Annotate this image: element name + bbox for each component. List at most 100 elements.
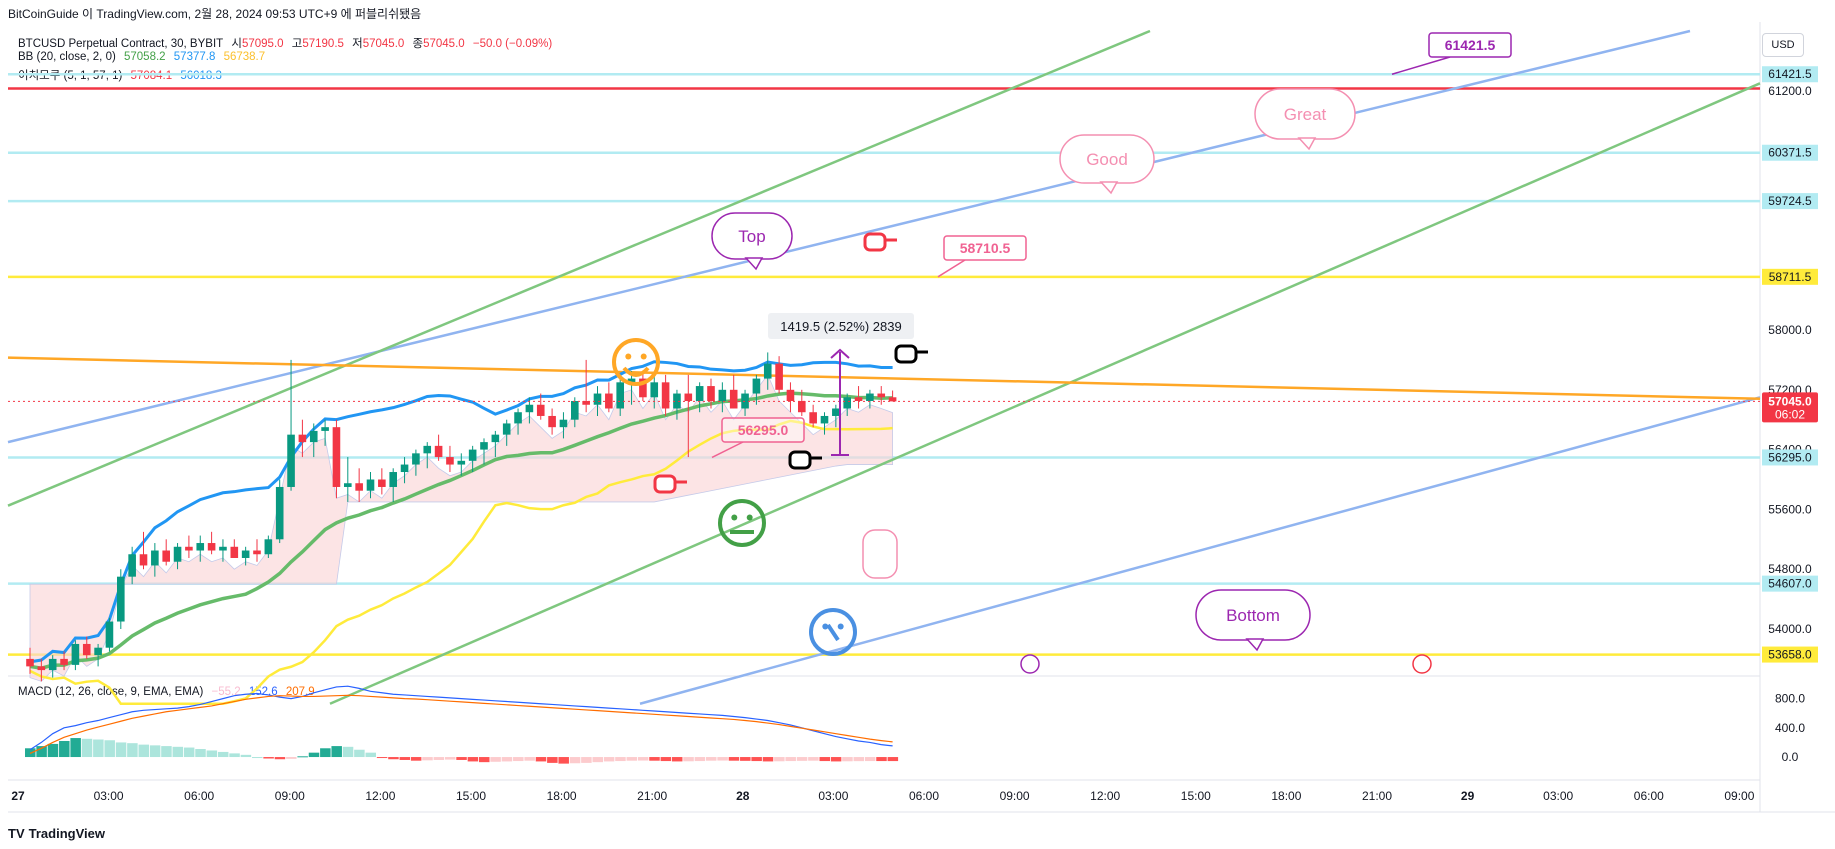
candle-body	[389, 472, 397, 487]
macd-histogram-bar	[127, 743, 138, 758]
speech-bubble-tail	[1297, 137, 1317, 151]
candle-body	[139, 554, 148, 566]
price-level-tag	[1762, 144, 1818, 161]
candle-body	[832, 408, 840, 416]
y-tick-label: 61200.0	[1768, 84, 1812, 98]
price-level-tag	[1762, 646, 1818, 663]
candle-body	[151, 550, 159, 566]
candle-body	[162, 550, 170, 562]
macd-histogram-bar	[388, 757, 399, 760]
macd-histogram-bar	[172, 746, 184, 758]
candle-body	[775, 363, 783, 390]
macd-histogram-bar	[183, 747, 195, 758]
measure-box	[768, 313, 914, 339]
x-tick-label: 28	[736, 789, 750, 803]
candle-body	[321, 427, 329, 431]
candle-body	[185, 546, 193, 551]
dizzy-face-icon-eye	[822, 623, 829, 630]
speech-bubble-text: Good	[1086, 150, 1128, 169]
candle-body	[173, 546, 182, 562]
price-level-tag-label: 60371.5	[1768, 146, 1812, 160]
y-tick-label: 54800.0	[1768, 562, 1812, 576]
x-tick-label: 27	[11, 789, 25, 803]
price-label-pointer	[1391, 56, 1451, 75]
candle-body	[128, 554, 136, 577]
last-price-tag	[1762, 392, 1818, 423]
candle-body	[525, 404, 534, 413]
price-level-tag-label: 59724.5	[1768, 194, 1812, 208]
bb-legend[interactable]: BB (20, close, 2, 0) 57058.2 57377.8 567…	[18, 51, 270, 63]
macd-histogram-bar	[581, 757, 592, 763]
macd-histogram-bar	[399, 757, 411, 760]
hand-point-right-icon	[894, 344, 918, 364]
candle-body	[820, 415, 829, 424]
candle-body	[423, 445, 432, 454]
price-label-text: 56295.0	[738, 422, 789, 438]
speech-bubble-text: Top	[738, 227, 765, 246]
candle-body	[514, 412, 522, 424]
symbol-legend[interactable]: BTCUSD Perpetual Contract, 30, BYBIT 시57…	[18, 35, 557, 51]
neutral-face-icon-eye	[746, 514, 753, 521]
macd-histogram-bar	[354, 749, 365, 758]
candle-body	[117, 576, 125, 622]
macd-histogram-bar	[479, 757, 490, 763]
macd-label: MACD (12, 26, close, 9, EMA, EMA)	[18, 686, 204, 698]
price-label-pointer	[937, 259, 966, 278]
price-level-tag	[1762, 193, 1818, 210]
macd-histogram-bar	[286, 757, 297, 759]
dizzy-face-icon-mouth	[826, 623, 840, 642]
symbol-name: BTCUSD Perpetual Contract, 30, BYBIT	[18, 38, 224, 50]
speech-bubble-text: Great	[1284, 105, 1327, 124]
macd-histogram-bar	[774, 757, 785, 762]
macd-histogram-bar	[240, 754, 252, 758]
x-tick-label: 06:00	[909, 789, 939, 803]
macd-histogram-bar	[558, 757, 569, 764]
macd-histogram-bar	[104, 740, 115, 758]
candle-body	[230, 546, 239, 558]
candle-body	[809, 412, 817, 424]
macd-histogram-bar	[308, 752, 320, 758]
footer-brand[interactable]: TV TradingView	[8, 826, 105, 841]
macd-histogram-bar	[671, 757, 683, 762]
macd-histogram-bar	[263, 757, 274, 759]
candle-body	[695, 386, 704, 402]
candle-body	[60, 658, 68, 665]
channel-blue-upper	[7, 29, 1691, 444]
candle-body	[264, 539, 273, 555]
dizzy-face-icon-eye	[837, 623, 844, 630]
candle-body	[741, 393, 749, 409]
currency-button[interactable]: USD	[1762, 33, 1804, 57]
macd-histogram-bar	[706, 757, 717, 761]
channel-green-lower	[329, 82, 1761, 705]
low-label: 저	[352, 38, 363, 50]
y-tick-label: 58000.0	[1768, 323, 1812, 337]
price-label-text: 61421.5	[1445, 37, 1496, 53]
macd-histogram-bar	[626, 757, 638, 761]
x-tick-label: 12:00	[1090, 789, 1120, 803]
macd-histogram-bar	[683, 757, 694, 762]
candle-body	[400, 464, 409, 473]
open-value: 57095.0	[241, 38, 284, 50]
price-level-tag-label: 61421.5	[1768, 67, 1812, 81]
macd-histogram-bar	[81, 738, 93, 758]
channel-green-upper	[7, 29, 1151, 507]
candle-body	[446, 457, 454, 465]
macd-histogram-bar	[320, 748, 331, 758]
bb-upper-value: 57377.8	[173, 51, 216, 63]
dizzy-face-icon	[809, 608, 857, 656]
macd-histogram-bar	[47, 743, 59, 758]
macd-histogram-bar	[490, 757, 501, 762]
macd-histogram-bar	[70, 738, 81, 758]
candle-body	[309, 430, 318, 443]
macd-histogram-bar	[808, 757, 819, 761]
macd-histogram-bar	[513, 757, 524, 762]
candle-body	[468, 449, 477, 461]
macd-histogram-bar	[206, 750, 218, 758]
candle-body	[253, 550, 261, 555]
macd-histogram-bar	[331, 746, 342, 758]
macd-y-tick-label: 800.0	[1775, 692, 1805, 706]
macd-histogram-bar	[603, 757, 615, 762]
candle-body	[344, 483, 352, 487]
macd-histogram-bar	[876, 757, 887, 762]
